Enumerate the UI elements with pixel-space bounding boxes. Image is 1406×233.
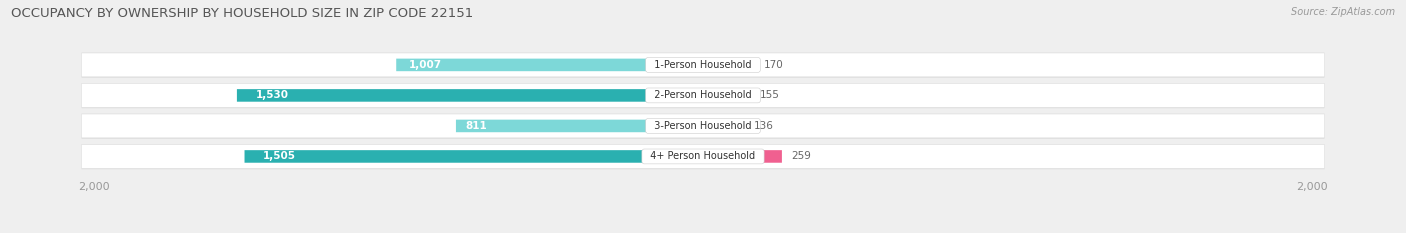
Legend: Owner-occupied, Renter-occupied: Owner-occupied, Renter-occupied: [582, 230, 824, 233]
Text: 811: 811: [465, 121, 488, 131]
FancyBboxPatch shape: [82, 83, 1324, 107]
FancyBboxPatch shape: [82, 53, 1324, 78]
Text: 1-Person Household: 1-Person Household: [648, 60, 758, 70]
FancyBboxPatch shape: [82, 114, 1324, 138]
FancyBboxPatch shape: [236, 89, 703, 102]
FancyBboxPatch shape: [82, 114, 1324, 139]
FancyBboxPatch shape: [82, 83, 1324, 108]
Text: 1,007: 1,007: [409, 60, 441, 70]
Text: 155: 155: [759, 90, 779, 100]
FancyBboxPatch shape: [703, 89, 751, 102]
FancyBboxPatch shape: [82, 144, 1324, 169]
FancyBboxPatch shape: [82, 144, 1324, 168]
FancyBboxPatch shape: [245, 150, 703, 163]
Text: 1,530: 1,530: [256, 90, 288, 100]
Text: 2-Person Household: 2-Person Household: [648, 90, 758, 100]
FancyBboxPatch shape: [396, 59, 703, 71]
Text: 170: 170: [763, 60, 783, 70]
Text: 1,505: 1,505: [263, 151, 295, 161]
Text: OCCUPANCY BY OWNERSHIP BY HOUSEHOLD SIZE IN ZIP CODE 22151: OCCUPANCY BY OWNERSHIP BY HOUSEHOLD SIZE…: [11, 7, 474, 20]
Text: 3-Person Household: 3-Person Household: [648, 121, 758, 131]
FancyBboxPatch shape: [703, 59, 755, 71]
Text: 4+ Person Household: 4+ Person Household: [644, 151, 762, 161]
FancyBboxPatch shape: [82, 53, 1324, 77]
FancyBboxPatch shape: [456, 120, 703, 132]
Text: Source: ZipAtlas.com: Source: ZipAtlas.com: [1291, 7, 1395, 17]
Text: 259: 259: [792, 151, 811, 161]
Text: 136: 136: [754, 121, 773, 131]
FancyBboxPatch shape: [703, 150, 782, 163]
FancyBboxPatch shape: [703, 120, 744, 132]
